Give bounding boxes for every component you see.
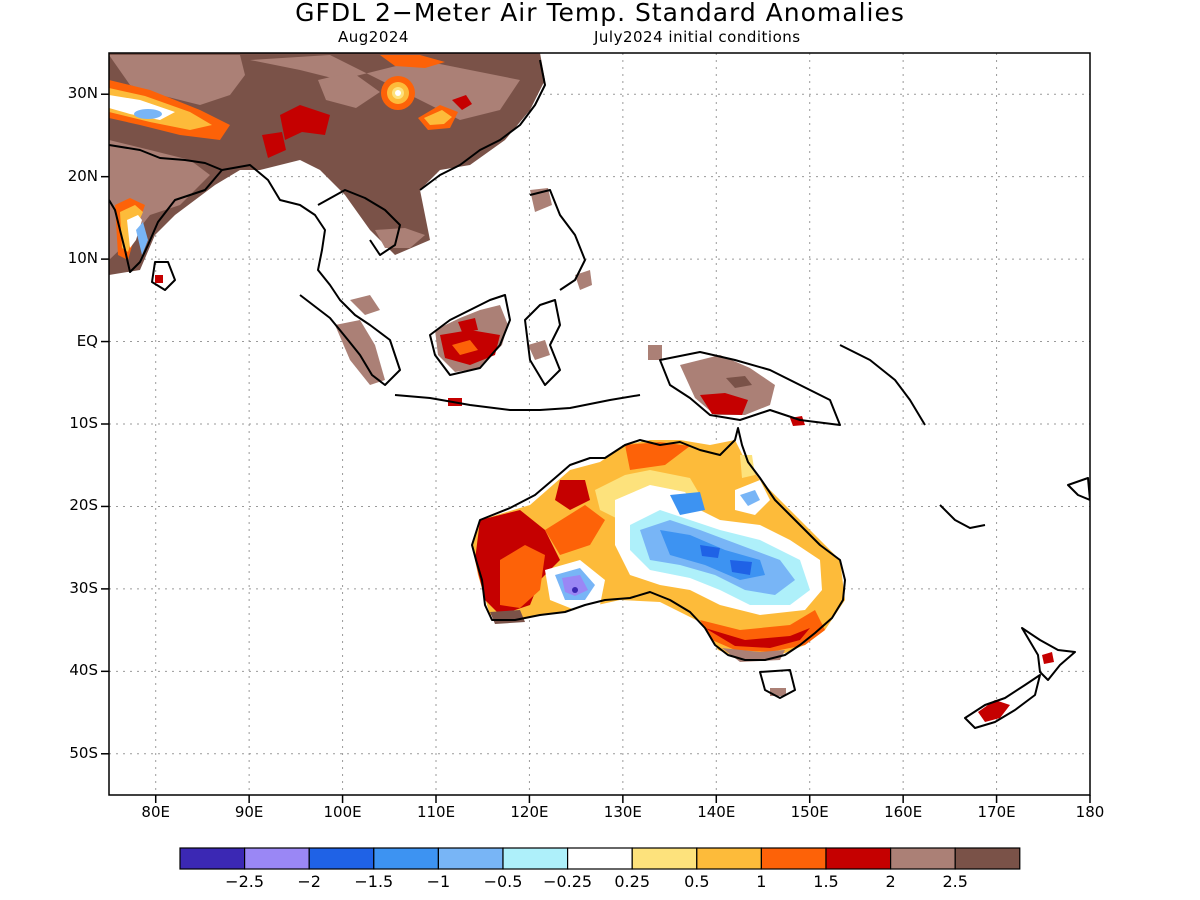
- colorbar-label: −0.5: [483, 872, 523, 891]
- lon-tick-label: 180: [1075, 803, 1105, 821]
- colorbar-swatch: [696, 847, 762, 870]
- new-zealand-anomalies: [978, 652, 1054, 722]
- colorbar-label: −1: [426, 872, 451, 891]
- axis-ticks: [101, 93, 1091, 803]
- lat-tick-label: 20S: [69, 496, 98, 515]
- lon-tick-label: 120E: [510, 803, 549, 821]
- colorbar-label: −1.5: [354, 872, 394, 891]
- lon-tick-label: 130E: [603, 803, 642, 821]
- colorbar-label: 2: [885, 872, 896, 891]
- colorbar-label: 2.5: [942, 872, 968, 891]
- colorbar-swatch: [760, 847, 827, 870]
- colorbar-label: 1: [756, 872, 767, 891]
- colorbar-label: −2: [297, 872, 321, 891]
- map-title: GFDL 2−Meter Air Temp. Standard Anomalie…: [295, 0, 905, 27]
- maritime-anomalies: [335, 295, 805, 426]
- lon-tick-label: 80E: [141, 803, 170, 821]
- south-asia-streak: [109, 80, 230, 283]
- forecast-month: Aug2024: [338, 28, 409, 46]
- colorbar-swatch: [889, 847, 956, 870]
- colorbar-label: 0.25: [614, 872, 650, 891]
- anomaly-fields: [109, 53, 1090, 729]
- colorbar-swatch: [179, 847, 246, 870]
- lat-tick-label: 10S: [69, 414, 98, 432]
- colorbar-swatch: [437, 847, 504, 870]
- colorbar-swatch: [566, 847, 633, 870]
- colorbar-label: −2.5: [225, 872, 265, 891]
- colorbar-swatch: [308, 847, 375, 870]
- colorbar-swatch: [373, 847, 439, 870]
- lat-tick-label: 20N: [67, 166, 98, 185]
- colorbar: [179, 847, 1021, 870]
- lon-tick-label: 110E: [416, 803, 456, 821]
- colorbar-swatch: [825, 847, 892, 870]
- lat-tick-label: EQ: [76, 331, 98, 350]
- lon-tick-label: 100E: [323, 803, 362, 821]
- lon-tick-label: 170E: [977, 803, 1016, 821]
- colorbar-swatch: [502, 847, 569, 870]
- initial-conditions: July2024 initial conditions: [594, 28, 801, 46]
- lat-tick-label: 30S: [69, 578, 98, 597]
- colorbar-label: 0.5: [684, 872, 710, 891]
- asia-anomaly-field: [109, 53, 592, 290]
- colorbar-swatch: [631, 847, 698, 870]
- lat-tick-label: 30N: [67, 84, 98, 103]
- lon-tick-label: 150E: [790, 803, 829, 821]
- lat-tick-label: 10N: [67, 249, 98, 268]
- lat-tick-label: 40S: [69, 661, 98, 680]
- australia-anomaly-field: [472, 440, 845, 696]
- colorbar-swatch: [244, 847, 310, 870]
- coastlines: [109, 59, 1090, 729]
- colorbar-label: 1.5: [813, 872, 839, 891]
- lat-tick-label: 50S: [69, 743, 98, 762]
- colorbar-label: −0.25: [543, 872, 593, 891]
- lon-tick-label: 90E: [234, 803, 264, 821]
- lon-tick-label: 140E: [697, 803, 736, 821]
- lon-tick-label: 160E: [884, 803, 923, 821]
- colorbar-swatch: [954, 847, 1021, 870]
